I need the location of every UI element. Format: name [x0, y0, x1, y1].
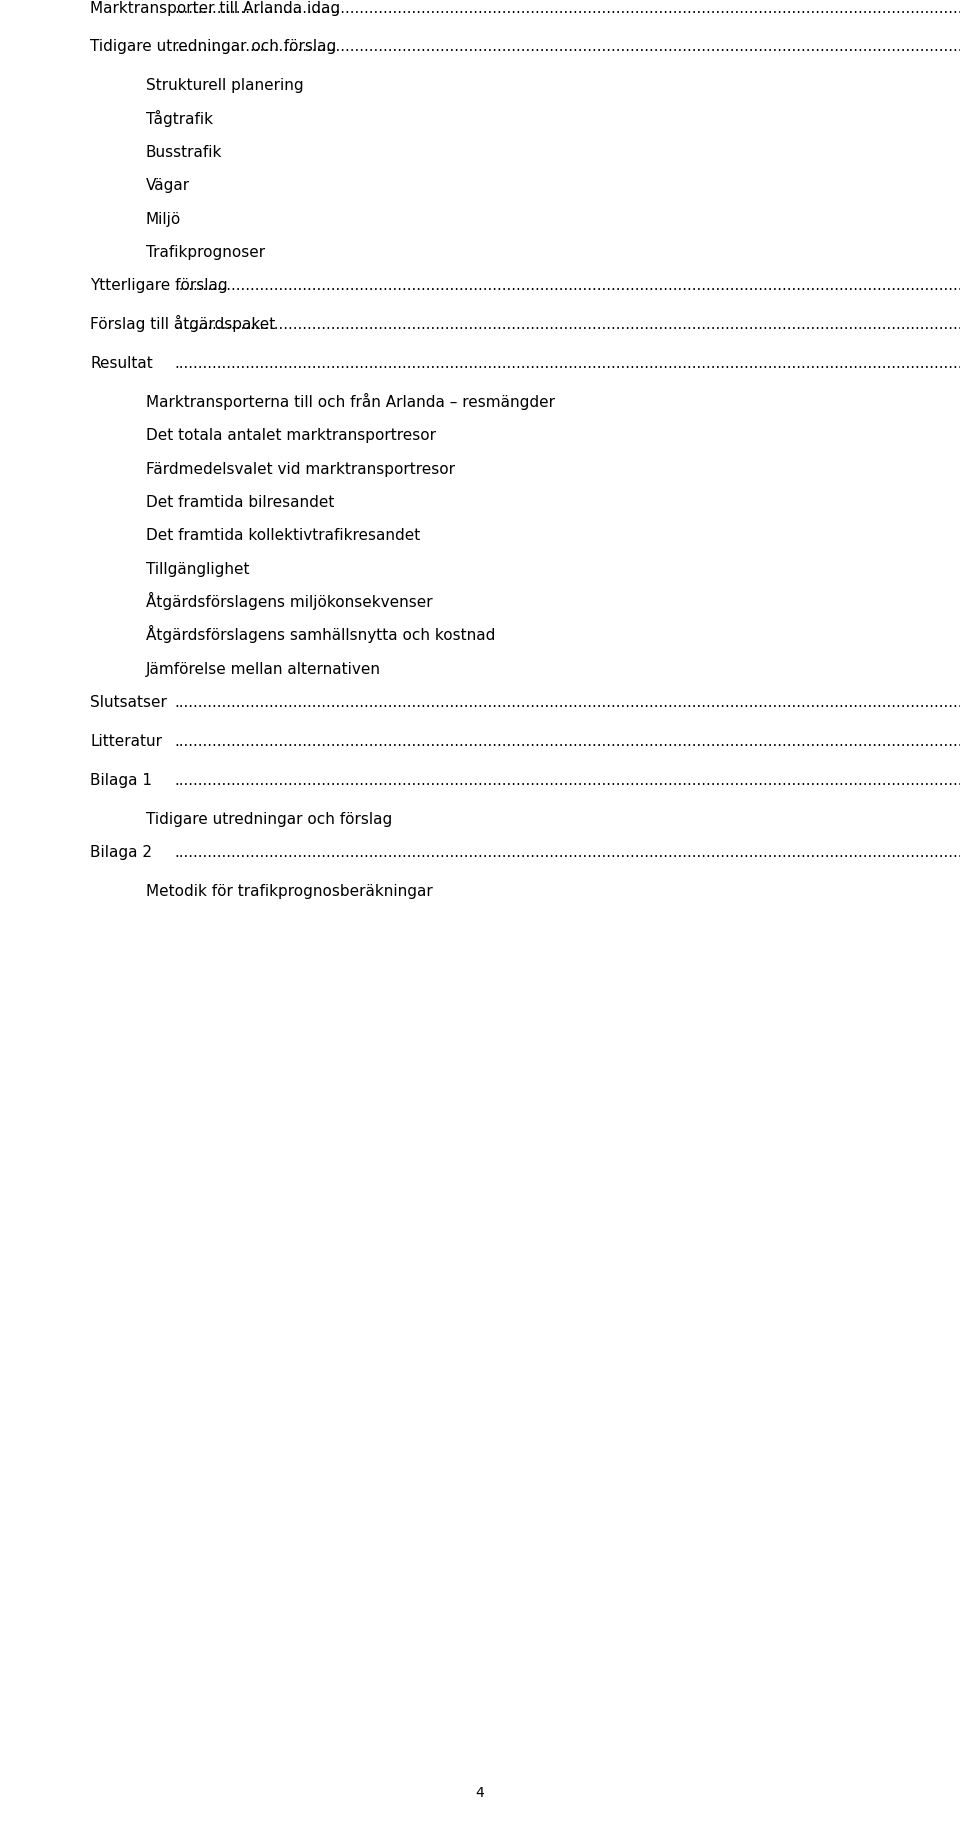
- Text: ................................................................................: ........................................…: [175, 773, 960, 788]
- Text: ................................................................................: ........................................…: [175, 355, 960, 372]
- Text: Marktransporterna till och från Arlanda – resmängder: Marktransporterna till och från Arlanda …: [146, 394, 555, 410]
- Text: Det framtida bilresandet: Det framtida bilresandet: [146, 495, 334, 509]
- Text: Strukturell planering: Strukturell planering: [146, 79, 303, 93]
- Text: ................................................................................: ........................................…: [175, 845, 960, 859]
- Text: Färdmedelsvalet vid marktransportresor: Färdmedelsvalet vid marktransportresor: [146, 462, 455, 476]
- Text: Tidigare utredningar och förslag: Tidigare utredningar och förslag: [146, 812, 392, 826]
- Text: ................................................................................: ........................................…: [175, 317, 960, 332]
- Text: Miljö: Miljö: [146, 213, 181, 227]
- Text: Åtgärdsförslagens samhällsnytta och kostnad: Åtgärdsförslagens samhällsnytta och kost…: [146, 625, 495, 643]
- Text: Det totala antalet marktransportresor: Det totala antalet marktransportresor: [146, 429, 436, 443]
- Text: Slutsatser: Slutsatser: [90, 694, 167, 711]
- Text: Trafikprognoser: Trafikprognoser: [146, 245, 265, 260]
- Text: Jämförelse mellan alternativen: Jämförelse mellan alternativen: [146, 661, 381, 676]
- Text: Tillgänglighet: Tillgänglighet: [146, 562, 250, 577]
- Text: ................................................................................: ........................................…: [175, 694, 960, 711]
- Text: Åtgärdsförslagens miljökonsekvenser: Åtgärdsförslagens miljökonsekvenser: [146, 592, 432, 610]
- Text: Litteratur: Litteratur: [90, 735, 162, 749]
- Text: Förslag till åtgärdspaket: Förslag till åtgärdspaket: [90, 315, 276, 332]
- Text: ................................................................................: ........................................…: [175, 0, 960, 15]
- Text: ................................................................................: ........................................…: [175, 40, 960, 55]
- Text: Marktransporter till Arlanda idag: Marktransporter till Arlanda idag: [90, 0, 341, 15]
- Text: Ytterligare förslag: Ytterligare förslag: [90, 278, 228, 293]
- Text: Tidigare utredningar och förslag: Tidigare utredningar och förslag: [90, 40, 337, 55]
- Text: Resultat: Resultat: [90, 355, 153, 372]
- Text: ................................................................................: ........................................…: [175, 735, 960, 749]
- Text: Busstrafik: Busstrafik: [146, 145, 222, 159]
- Text: 4: 4: [475, 1786, 485, 1801]
- Text: Det framtida kollektivtrafikresandet: Det framtida kollektivtrafikresandet: [146, 528, 420, 544]
- Text: Tågtrafik: Tågtrafik: [146, 110, 213, 126]
- Text: ................................................................................: ........................................…: [175, 278, 960, 293]
- Text: Vägar: Vägar: [146, 178, 190, 194]
- Text: Bilaga 1: Bilaga 1: [90, 773, 153, 788]
- Text: Metodik för trafikprognosberäkningar: Metodik för trafikprognosberäkningar: [146, 883, 433, 900]
- Text: Bilaga 2: Bilaga 2: [90, 845, 153, 859]
